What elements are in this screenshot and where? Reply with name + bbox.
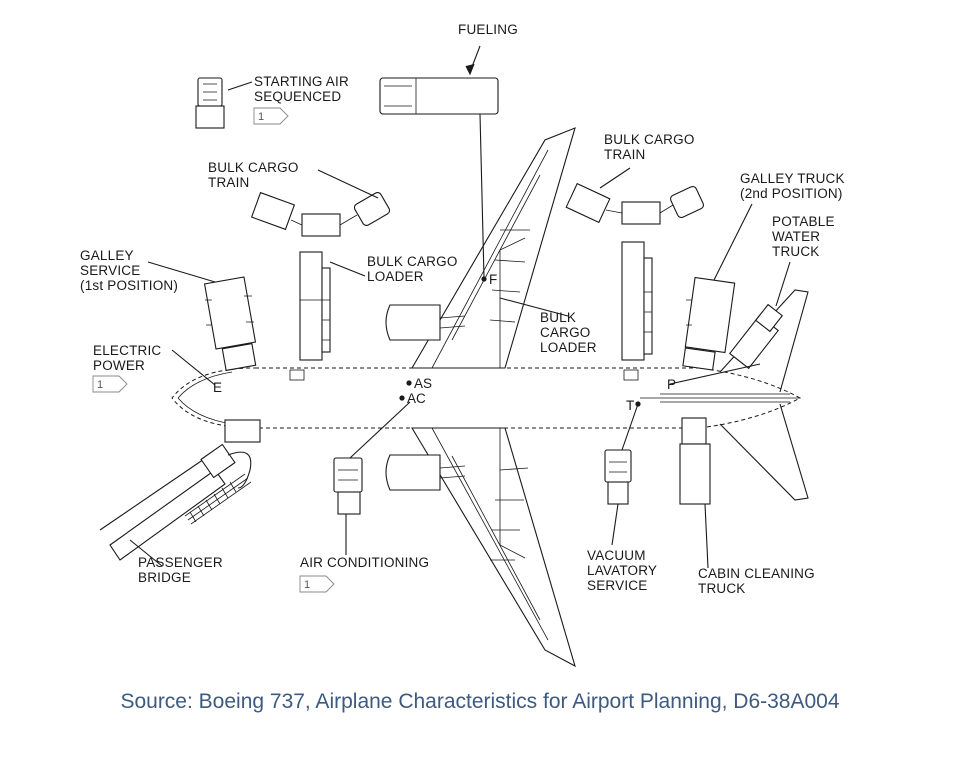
label-bulk-cargo-loader-right: BULK xyxy=(540,310,576,325)
label-vacuum-lavatory-2: LAVATORY xyxy=(587,563,657,578)
lower-engine xyxy=(385,454,441,491)
point-p: P xyxy=(667,377,676,392)
label-bulk-cargo-train-right-2: TRAIN xyxy=(604,147,646,162)
note-flag-electric-power: 1 xyxy=(92,375,128,393)
point-ac: AC xyxy=(407,391,426,406)
label-cabin-cleaning-2: TRUCK xyxy=(698,581,746,596)
bulk-cargo-loader-right xyxy=(621,241,653,381)
galley-truck-2nd xyxy=(682,276,736,371)
label-bulk-cargo-loader-left-2: LOADER xyxy=(367,269,424,284)
label-bulk-cargo-loader-right-3: LOADER xyxy=(540,340,597,355)
label-bulk-cargo-train-left: BULK CARGO xyxy=(208,160,299,175)
vehicles xyxy=(99,77,784,561)
label-starting-air-2: SEQUENCED xyxy=(254,89,341,104)
label-galley-service: GALLEY xyxy=(80,248,134,263)
svg-text:1: 1 xyxy=(97,379,103,391)
label-cabin-cleaning: CABIN CLEANING xyxy=(698,566,815,581)
label-electric-power-2: POWER xyxy=(93,358,145,373)
note-flag-starting-air: 1 xyxy=(253,107,289,125)
label-fueling: FUELING xyxy=(458,22,518,37)
point-e: E xyxy=(213,380,222,395)
air-conditioning-cart xyxy=(333,457,363,515)
bulk-cargo-loader-left xyxy=(289,251,331,381)
svg-text:1: 1 xyxy=(258,111,264,123)
point-t: T xyxy=(626,398,634,413)
label-vacuum-lavatory-3: SERVICE xyxy=(587,578,647,593)
fueling-truck xyxy=(379,77,499,115)
point-f: F xyxy=(489,272,497,287)
source-caption: Source: Boeing 737, Airplane Characteris… xyxy=(120,690,840,713)
label-bulk-cargo-train-left-2: TRAIN xyxy=(208,175,250,190)
lower-wing xyxy=(411,427,576,668)
labels: FUELING STARTING AIR SEQUENCED BULK CARG… xyxy=(80,22,845,596)
label-galley-service-2: SERVICE xyxy=(80,263,140,278)
label-galley-service-3: (1st POSITION) xyxy=(80,278,178,293)
svg-text:1: 1 xyxy=(304,579,310,591)
label-starting-air: STARTING AIR xyxy=(254,74,349,89)
label-passenger-bridge: PASSENGER xyxy=(138,555,223,570)
label-air-conditioning: AIR CONDITIONING xyxy=(300,555,429,570)
label-bulk-cargo-loader-right-2: CARGO xyxy=(540,325,591,340)
vacuum-lavatory-cart xyxy=(604,449,632,505)
leader-lines xyxy=(129,45,791,569)
label-bulk-cargo-train-right: BULK CARGO xyxy=(604,132,695,147)
label-passenger-bridge-2: BRIDGE xyxy=(138,570,191,585)
label-potable-water: POTABLE xyxy=(772,214,835,229)
label-potable-water-2: WATER xyxy=(772,229,820,244)
label-bulk-cargo-loader-left: BULK CARGO xyxy=(367,254,458,269)
upper-engine xyxy=(385,304,441,341)
galley-service-truck xyxy=(203,276,257,372)
label-galley-truck-2nd-2: (2nd POSITION) xyxy=(740,186,843,201)
bulk-cargo-train-left xyxy=(250,191,391,237)
bulk-cargo-train-right xyxy=(565,182,704,225)
label-electric-power: ELECTRIC xyxy=(93,343,161,358)
cabin-cleaning-truck xyxy=(679,417,711,505)
potable-water-truck xyxy=(728,303,784,370)
point-as: AS xyxy=(414,376,432,391)
label-potable-water-3: TRUCK xyxy=(772,244,820,259)
note-flag-air-conditioning: 1 xyxy=(299,575,335,593)
passenger-bridge xyxy=(99,419,261,561)
lower-stabilizer xyxy=(719,403,809,501)
label-vacuum-lavatory: VACUUM xyxy=(587,548,646,563)
service-points: F E AS AC T P xyxy=(213,272,676,413)
note-flags: 1 1 1 xyxy=(92,107,335,593)
label-galley-truck-2nd: GALLEY TRUCK xyxy=(740,171,845,186)
